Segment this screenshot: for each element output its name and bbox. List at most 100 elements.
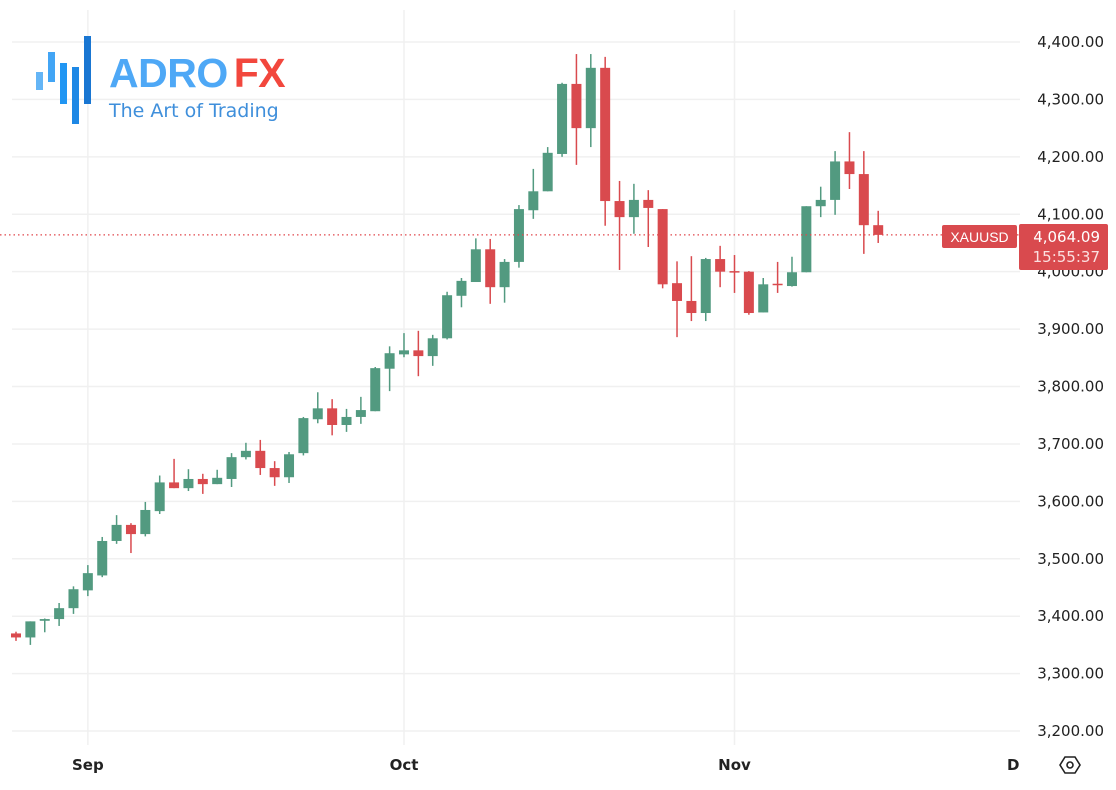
candle-body (830, 161, 841, 200)
candle-body (657, 209, 668, 285)
candle-body (226, 457, 237, 479)
candle-down (11, 631, 21, 641)
x-tick-label: Oct (390, 756, 419, 774)
candle-up (470, 238, 481, 283)
settings-icon[interactable] (1059, 756, 1081, 774)
countdown-text: 15:55:37 (1033, 248, 1100, 266)
candle-up (111, 515, 122, 544)
candle-body (212, 477, 223, 485)
candle-up (830, 151, 841, 215)
candle-down (657, 209, 668, 289)
candle-up (68, 586, 79, 614)
candle-body (255, 450, 266, 469)
candle-body (758, 284, 769, 313)
candle-up (312, 392, 323, 424)
logo-wordmark: ADRO FX (109, 50, 286, 96)
last-price-label: 4,064.09 15:55:37 (1019, 224, 1108, 270)
logo-bar-icon (48, 52, 55, 82)
candle-up (25, 621, 36, 645)
y-tick-label: 3,200.00 (1037, 722, 1104, 740)
candle-body (873, 225, 884, 235)
candle-up (585, 54, 596, 148)
candle-body (197, 478, 208, 485)
candle-body (456, 280, 467, 296)
y-tick-label: 3,400.00 (1037, 607, 1104, 625)
candle-body (54, 608, 65, 620)
candle-body (341, 416, 352, 425)
candle-down (858, 151, 869, 254)
candle-body (284, 454, 295, 478)
time-axis[interactable]: Sep Oct Nov D (72, 756, 1020, 774)
candle-up (154, 475, 165, 514)
logo-bar-icon (60, 63, 67, 104)
candle-body (815, 199, 826, 207)
candle-down (686, 256, 697, 322)
y-tick-label: 3,500.00 (1037, 550, 1104, 568)
candle-body (686, 300, 697, 314)
candle-up (786, 256, 797, 287)
y-tick-label: 4,100.00 (1037, 205, 1104, 223)
candle-body (557, 83, 568, 154)
candle-down (169, 458, 180, 489)
candle-up (815, 186, 826, 218)
candle-down (125, 523, 136, 554)
candle-body (25, 621, 36, 638)
candle-body (398, 350, 409, 355)
candle-down (729, 255, 740, 293)
symbol-text: XAUUSD (950, 229, 1008, 245)
candle-body (729, 271, 740, 273)
candle-body (355, 410, 366, 417)
candle-body (844, 161, 855, 175)
candle-down (600, 56, 611, 226)
candle-body (370, 368, 381, 412)
candle-down (327, 399, 338, 436)
adrofx-logo: ADRO FX The Art of Trading (30, 30, 300, 130)
symbol-label: XAUUSD (942, 225, 1017, 248)
candle-up (758, 277, 769, 313)
candle-body (542, 152, 553, 192)
candle-up (39, 618, 50, 633)
candle-up (97, 536, 108, 578)
candle-down (672, 261, 683, 338)
candle-body (427, 338, 438, 357)
candle-body (743, 271, 754, 314)
candle-body (312, 408, 323, 420)
candle-body (801, 206, 812, 273)
candle-body (384, 353, 395, 369)
candle-body (125, 524, 136, 535)
candle-body (499, 261, 510, 288)
candle-body (140, 509, 151, 535)
logo-brand-accent: FX (233, 50, 286, 96)
candle-up (557, 82, 568, 157)
candle-up (700, 257, 711, 322)
candle-body (643, 199, 654, 208)
candle-up (54, 602, 65, 626)
price-axis[interactable]: 4,400.004,300.004,200.004,100.004,000.00… (1037, 33, 1104, 740)
candle-up (513, 205, 524, 268)
candle-down (614, 180, 625, 270)
candle-down (485, 238, 496, 304)
candle-body (169, 482, 180, 489)
candle-body (111, 524, 122, 541)
candle-body (700, 259, 711, 314)
candle-body (82, 573, 93, 591)
candles (11, 54, 884, 645)
candle-down (269, 461, 280, 486)
x-tick-label: Nov (718, 756, 751, 774)
candle-body (528, 191, 539, 211)
candle-body (485, 249, 496, 288)
candle-body (68, 589, 79, 609)
candle-up (427, 334, 438, 366)
candle-up (528, 168, 539, 219)
candle-down (772, 261, 783, 293)
x-tick-label: Sep (72, 756, 104, 774)
candle-body (240, 450, 251, 458)
candle-body (600, 67, 611, 202)
candle-up (183, 469, 194, 492)
candle-body (786, 272, 797, 287)
candle-down (643, 190, 654, 247)
candle-body (672, 283, 683, 301)
candle-body (97, 540, 108, 576)
candle-body (298, 418, 309, 454)
